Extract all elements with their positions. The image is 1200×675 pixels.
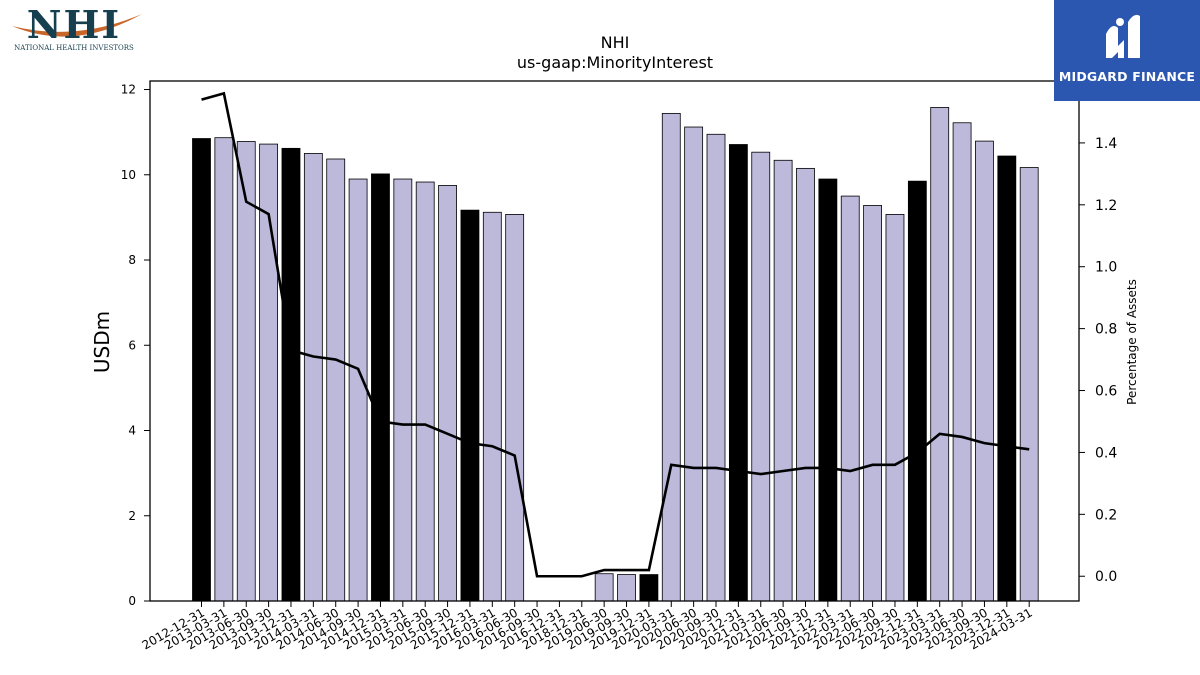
y2-tick-label: 1.2: [1095, 198, 1117, 214]
nhi-logo-text: NHI: [27, 4, 121, 47]
bar-2022-12-31: [907, 180, 927, 602]
line-series: [201, 91, 1030, 578]
y2-tick-label: 1.4: [1095, 136, 1117, 152]
bar-2015-03-31: [393, 178, 413, 602]
bar-2019-12-31: [639, 574, 659, 602]
bar-2019-09-30: [617, 574, 636, 602]
bar-2024-03-31: [1019, 167, 1039, 602]
bar-2023-12-31: [997, 155, 1017, 602]
bar-2014-06-30: [326, 158, 346, 602]
bar-2013-03-31: [214, 137, 234, 602]
y-tick-label: 10: [121, 168, 136, 182]
y2-axis-label: Percentage of Assets: [1125, 279, 1139, 405]
y2-tick-label: 0.6: [1095, 384, 1117, 400]
bar-2023-09-30: [975, 140, 994, 602]
y-axis-label: USDm: [90, 311, 114, 373]
bar-2022-09-30: [885, 214, 905, 602]
y-tick-label: 2: [128, 509, 136, 523]
bar-2013-06-30: [236, 141, 256, 602]
bar-2020-09-30: [706, 133, 726, 602]
y2-tick-label: 0.2: [1095, 507, 1117, 523]
bar-2015-06-30: [415, 181, 435, 602]
y-axis-right: 0.0 0.2 0.4 0.6 0.8 1.0 1.2 1.4: [1079, 136, 1117, 585]
bar-2022-03-31: [840, 195, 860, 602]
x-axis: 2012-12-312013-03-312013-06-302013-09-30…: [140, 601, 1035, 652]
nhi-logo: NHI NATIONAL HEALTH INVESTORS: [4, 2, 144, 54]
bar-2021-09-30: [796, 167, 815, 602]
y-tick-label: 0: [128, 594, 136, 608]
bar-2013-12-31: [281, 147, 301, 602]
midgard-finance-logo: MIDGARD FINANCE: [1054, 0, 1200, 101]
bar-2014-12-31: [371, 173, 390, 602]
bar-series: [192, 107, 1039, 602]
bar-2016-03-31: [482, 211, 502, 602]
bar-2021-06-30: [773, 159, 793, 602]
y2-tick-label: 0.4: [1095, 445, 1117, 461]
bar-2014-09-30: [348, 178, 368, 602]
midgard-logo-icon: [1106, 14, 1140, 58]
bar-2016-06-30: [505, 214, 525, 602]
y-tick-label: 6: [128, 338, 136, 352]
bar-2023-03-31: [930, 107, 950, 602]
y2-tick-label: 0.8: [1095, 322, 1117, 338]
midgard-logo-text: MIDGARD FINANCE: [1058, 69, 1196, 84]
y2-tick-label: 0.0: [1095, 569, 1117, 585]
y2-tick-label: 1.0: [1095, 260, 1117, 276]
bar-2015-09-30: [438, 185, 457, 602]
bar-2012-12-31: [192, 138, 211, 602]
bar-2022-06-30: [863, 205, 882, 602]
plot-frame: [149, 80, 1080, 602]
y-axis-left: 0 2 4 6 8 10 12: [121, 83, 150, 608]
chart-subtitle: us-gaap:MinorityInterest: [517, 53, 713, 72]
y-tick-label: 12: [121, 83, 136, 97]
bar-2020-03-31: [661, 112, 681, 602]
bar-2019-06-30: [594, 573, 614, 602]
bar-2014-03-31: [303, 153, 323, 602]
bar-2021-12-31: [818, 178, 838, 602]
bar-2020-12-31: [728, 144, 748, 602]
nhi-logo-mark: NHI NATIONAL HEALTH INVESTORS: [12, 2, 142, 52]
bar-2021-03-31: [751, 151, 771, 602]
bar-2015-12-31: [460, 209, 480, 602]
bar-2020-06-30: [684, 126, 704, 602]
chart-title: NHI: [601, 33, 630, 52]
y-tick-label: 8: [128, 253, 136, 267]
y-tick-label: 4: [128, 424, 136, 438]
nhi-logo-subtext: NATIONAL HEALTH INVESTORS: [14, 44, 134, 52]
bar-2023-06-30: [952, 122, 972, 602]
percentage-of-assets-line: [201, 91, 1030, 578]
